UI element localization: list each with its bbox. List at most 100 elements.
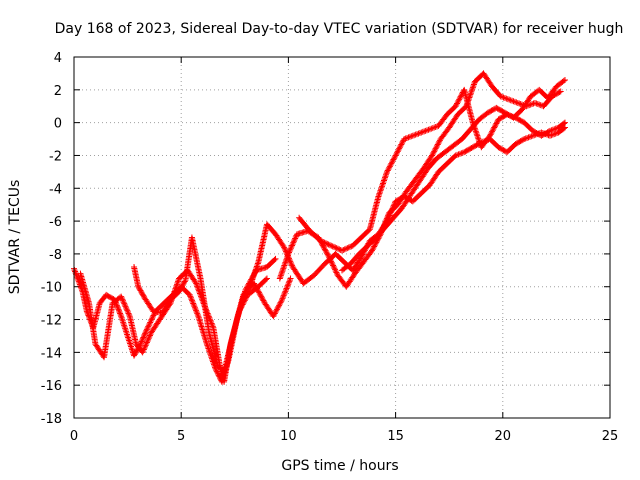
data-point <box>384 167 391 174</box>
data-point <box>425 126 432 133</box>
y-tick-label: -14 <box>41 346 62 361</box>
data-point <box>248 279 255 286</box>
data-point <box>278 296 285 303</box>
data-point <box>520 136 527 143</box>
data-point <box>174 281 181 288</box>
y-tick-label: 2 <box>54 84 62 99</box>
data-point <box>281 289 288 296</box>
data-point <box>282 286 289 293</box>
data-point <box>467 90 474 97</box>
data-point <box>138 290 145 297</box>
data-point <box>332 268 339 275</box>
data-point <box>286 276 293 283</box>
data-point <box>173 284 180 291</box>
data-point <box>193 280 200 287</box>
data-point <box>470 81 477 88</box>
data-point <box>252 267 259 274</box>
data-point <box>529 101 536 108</box>
data-point <box>142 342 149 349</box>
data-point <box>383 170 390 177</box>
data-point <box>263 275 270 282</box>
data-point <box>206 348 213 355</box>
data-point <box>395 146 402 153</box>
data-point <box>247 280 254 287</box>
data-point <box>276 300 283 307</box>
data-point <box>476 138 483 145</box>
data-point <box>556 89 563 96</box>
data-point <box>476 139 483 146</box>
data-point <box>325 241 332 248</box>
y-axis-title: SDTVAR / TECUs <box>7 180 23 295</box>
data-point <box>383 171 390 178</box>
data-layer <box>71 70 568 385</box>
data-point <box>147 318 154 325</box>
data-point <box>116 307 123 314</box>
data-point <box>279 266 286 273</box>
data-point <box>377 186 384 193</box>
data-point <box>136 285 143 292</box>
data-point <box>131 352 138 359</box>
data-point <box>212 365 219 372</box>
data-point <box>187 293 194 300</box>
data-point <box>276 302 283 309</box>
data-point <box>280 292 287 299</box>
data-point <box>431 146 438 153</box>
data-point <box>501 95 508 102</box>
data-point <box>290 238 297 245</box>
data-point <box>475 135 482 142</box>
data-point <box>148 316 155 323</box>
data-point <box>209 358 216 365</box>
data-point <box>452 103 459 110</box>
data-point <box>121 300 128 307</box>
data-point <box>406 133 413 140</box>
data-point <box>256 290 263 297</box>
data-point <box>139 337 146 344</box>
data-point <box>287 245 294 252</box>
data-point <box>326 255 333 262</box>
data-point <box>458 150 465 157</box>
axes-layer: 0 5 10 15 20 25 -18 -16 -14 -12 -10 -8 -6 -4 -2 0 2 4 <box>41 51 619 444</box>
data-point <box>273 306 280 313</box>
data-point <box>340 247 347 254</box>
data-point <box>328 259 335 266</box>
data-point <box>487 131 494 138</box>
data-point <box>74 274 81 281</box>
data-point <box>139 335 146 342</box>
data-point <box>289 262 296 269</box>
data-point <box>394 148 401 155</box>
data-point <box>324 240 331 247</box>
data-point <box>273 307 280 314</box>
data-point <box>386 164 393 171</box>
data-point <box>376 189 383 196</box>
data-point <box>333 269 340 276</box>
data-point <box>491 123 498 130</box>
data-point <box>389 159 396 166</box>
series-3 <box>131 234 294 376</box>
data-point <box>252 266 259 273</box>
data-point <box>330 262 337 269</box>
data-point <box>141 345 148 352</box>
data-point <box>270 313 277 320</box>
data-point <box>328 258 335 265</box>
data-point <box>454 151 461 158</box>
data-point <box>334 245 341 252</box>
data-point <box>275 303 282 310</box>
data-point <box>132 350 139 357</box>
data-point <box>511 98 518 105</box>
data-point <box>75 278 82 285</box>
data-point <box>429 151 436 158</box>
data-point <box>432 145 439 152</box>
data-point <box>388 160 395 167</box>
data-point <box>429 152 436 159</box>
data-point <box>455 97 462 104</box>
data-point <box>527 101 534 108</box>
data-point <box>288 243 295 250</box>
x-tick-label: 25 <box>602 429 619 444</box>
data-point <box>372 240 379 247</box>
grid-layer <box>74 57 610 418</box>
data-point <box>333 245 340 252</box>
data-point <box>456 150 463 157</box>
data-point <box>489 128 496 135</box>
data-point <box>387 162 394 169</box>
data-point <box>133 348 140 355</box>
